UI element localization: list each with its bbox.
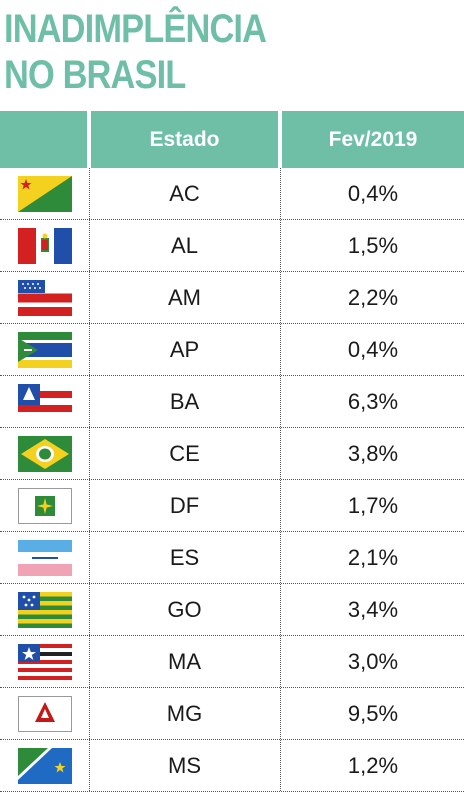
amazonas-flag-icon (18, 280, 72, 316)
rate-value-cell: 0,4% (347, 180, 399, 206)
column-divider (89, 428, 90, 479)
column-divider (280, 636, 281, 687)
column-divider (280, 480, 281, 531)
column-divider (89, 584, 90, 635)
table-row: AP 0,4% (0, 324, 464, 376)
state-code-cell: AC (169, 180, 200, 206)
column-divider (280, 376, 281, 427)
state-code-cell: AP (169, 336, 200, 362)
rate-value-cell: 2,2% (347, 284, 399, 310)
table-row: AL 1,5% (0, 220, 464, 272)
title-line-2: NO BRASIL (4, 53, 186, 97)
column-divider (280, 324, 281, 375)
column-divider (89, 532, 90, 583)
minas-gerais-flag-icon (18, 696, 72, 732)
column-divider (280, 272, 281, 323)
table-row: MS 1,2% (0, 740, 464, 792)
table-row: MA 3,0% (0, 636, 464, 688)
state-code-cell: ES (169, 544, 200, 570)
bahia-flag-icon (18, 384, 72, 420)
state-code-cell: BA (169, 388, 200, 414)
rate-value-cell: 1,7% (347, 492, 399, 518)
state-code-cell: CE (169, 440, 200, 466)
alagoas-flag-icon (18, 228, 72, 264)
amapa-flag-icon (18, 332, 72, 368)
table-row: BA 6,3% (0, 376, 464, 428)
rate-value-cell: 3,8% (347, 440, 399, 466)
table-row: AM 2,2% (0, 272, 464, 324)
table-row: AC 0,4% (0, 168, 464, 220)
column-divider (280, 688, 281, 739)
column-divider (89, 688, 90, 739)
state-code-cell: MA (168, 648, 201, 674)
table-row: DF 1,7% (0, 480, 464, 532)
column-divider (89, 636, 90, 687)
state-code-cell: GO (167, 596, 202, 622)
header-state: Estado (91, 111, 278, 168)
column-divider (280, 584, 281, 635)
column-divider (89, 480, 90, 531)
column-divider (280, 532, 281, 583)
column-divider (280, 220, 281, 271)
table-row: GO 3,4% (0, 584, 464, 636)
header-flag-cell (0, 111, 87, 168)
table-row: ES 2,1% (0, 532, 464, 584)
espirito-santo-flag-icon (18, 540, 72, 576)
column-divider (89, 324, 90, 375)
acre-flag-icon (18, 176, 72, 212)
maranhao-flag-icon (18, 644, 72, 680)
column-divider (89, 272, 90, 323)
mato-grosso-do-sul-flag-icon (18, 748, 72, 784)
state-code-cell: AM (168, 284, 201, 310)
rate-value-cell: 0,4% (347, 336, 399, 362)
header-value: Fev/2019 (282, 111, 464, 168)
column-divider (89, 220, 90, 271)
rate-value-cell: 6,3% (347, 388, 399, 414)
column-divider (89, 376, 90, 427)
state-code-cell: MG (166, 700, 203, 726)
rate-value-cell: 9,5% (347, 700, 399, 726)
column-divider (280, 168, 281, 219)
rate-value-cell: 3,4% (347, 596, 399, 622)
ceara-flag-icon (18, 436, 72, 472)
column-divider (280, 740, 281, 791)
rate-value-cell: 1,2% (347, 752, 399, 778)
rate-value-cell: 2,1% (347, 544, 399, 570)
table-row: CE 3,8% (0, 428, 464, 480)
distrito-federal-flag-icon (18, 488, 72, 524)
page-title: INADIMPLÊNCIA NO BRASIL (4, 6, 267, 98)
column-divider (89, 168, 90, 219)
column-divider (89, 740, 90, 791)
title-line-1: INADIMPLÊNCIA (4, 7, 267, 51)
goias-flag-icon (18, 592, 72, 628)
rate-value-cell: 1,5% (347, 232, 399, 258)
table-row: MG 9,5% (0, 688, 464, 740)
state-code-cell: MS (168, 752, 201, 778)
rate-value-cell: 3,0% (347, 648, 399, 674)
column-divider (280, 428, 281, 479)
state-code-cell: DF (169, 492, 200, 518)
state-code-cell: AL (171, 232, 198, 258)
